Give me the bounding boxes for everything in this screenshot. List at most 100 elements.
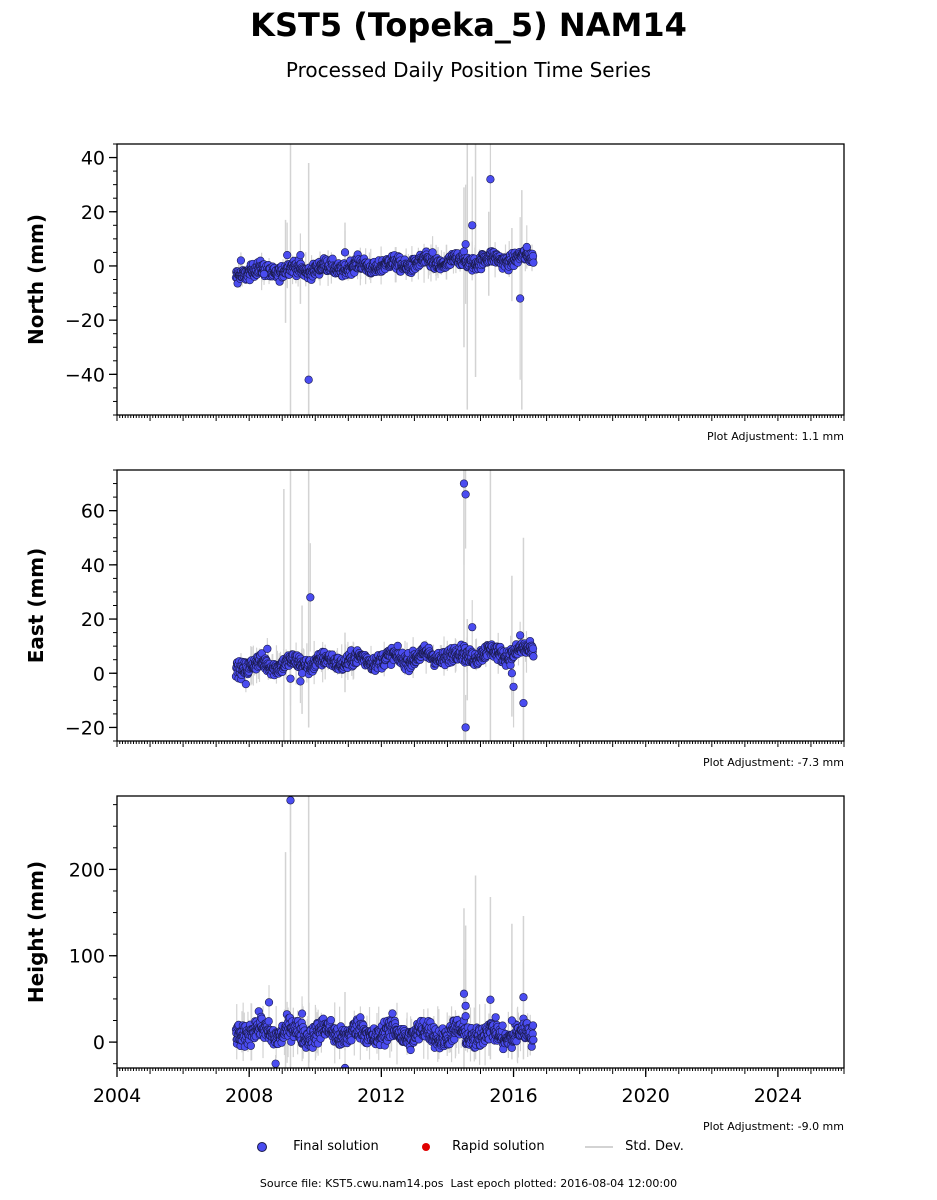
y-tick-label: −40 [65, 364, 105, 386]
data-point [263, 644, 272, 653]
data-point [516, 294, 525, 303]
std-dev-line-icon [585, 1145, 613, 1148]
data-point [459, 989, 469, 998]
panel-frame [116, 469, 845, 742]
y-tick-label: 100 [69, 946, 105, 968]
y-tick-label: 0 [93, 1032, 105, 1054]
plot-adjustment-note: Plot Adjustment: -7.3 mm [703, 756, 844, 769]
data-point [428, 248, 437, 257]
data-point [528, 1021, 538, 1030]
y-tick-label: 200 [69, 859, 105, 881]
panel-plot-area [231, 144, 538, 415]
y-tick-label: 0 [93, 256, 105, 278]
data-point [296, 251, 305, 260]
y-tick-label: 20 [81, 609, 105, 631]
plot-adjustment-note: Plot Adjustment: 1.1 mm [707, 430, 844, 443]
x-tick-label: 2020 [622, 1085, 670, 1107]
x-tick-label: 2008 [225, 1085, 273, 1107]
data-point [461, 1012, 470, 1021]
data-point [507, 1016, 516, 1025]
data-point [498, 1021, 507, 1030]
plot-adjustment-note: Plot Adjustment: -9.0 mm [703, 1120, 844, 1133]
data-point [286, 674, 295, 683]
y-tick-label: 0 [93, 663, 105, 685]
legend: Final solution Rapid solution Std. Dev. [0, 1137, 937, 1157]
data-point [283, 251, 292, 260]
legend-final: Final solution [257, 1137, 379, 1157]
data-point [461, 1001, 470, 1010]
panel-1: −40 −20 0 20 40 North (mm) Plot Adjustment: 1.… [24, 143, 845, 443]
x-tick-label: 2016 [489, 1085, 537, 1107]
data-point [461, 723, 470, 732]
data-point [516, 631, 525, 640]
source-file-name: KST5.cwu.nam14.pos [325, 1177, 444, 1190]
data-point [529, 1035, 538, 1044]
data-point [519, 993, 528, 1002]
data-point [306, 593, 315, 602]
source-file-label: Source file: [259, 1177, 322, 1190]
footer-source: Source file: KST5.cwu.nam14.pos Last epo… [0, 1177, 937, 1190]
data-point [326, 1016, 336, 1025]
data-point [529, 258, 538, 267]
data-point [246, 1041, 255, 1050]
data-point [406, 1045, 415, 1055]
y-tick-label: 40 [81, 148, 105, 170]
x-tick-label: 2024 [754, 1085, 802, 1107]
data-point [393, 641, 402, 650]
data-point [264, 998, 274, 1007]
chart-subtitle: Processed Daily Position Time Series [285, 58, 652, 82]
data-point [468, 623, 477, 632]
panel-frame [116, 143, 845, 416]
x-tick-label: 2012 [357, 1085, 405, 1107]
data-point [304, 375, 313, 384]
legend-std-label: Std. Dev. [625, 1139, 684, 1154]
data-point [461, 240, 470, 249]
data-point [297, 669, 307, 678]
data-point [486, 995, 495, 1004]
panel-plot-area [231, 470, 538, 741]
data-point [491, 1013, 500, 1022]
data-point [388, 1009, 397, 1018]
legend-rapid-label: Rapid solution [452, 1139, 545, 1154]
y-axis-label: North (mm) [24, 214, 48, 345]
rapid-solution-marker-icon [422, 1142, 430, 1151]
data-point [286, 796, 295, 805]
data-point [264, 1017, 273, 1026]
panel-plot-area [231, 796, 538, 1068]
final-solution-marker-icon [257, 1141, 267, 1152]
legend-final-label: Final solution [293, 1139, 379, 1154]
last-epoch-label: Last epoch plotted: [450, 1177, 557, 1190]
data-point [271, 1059, 280, 1068]
last-epoch-value: 2016-08-04 12:00:00 [560, 1177, 678, 1190]
y-tick-label: 40 [81, 555, 105, 577]
y-tick-label: −20 [65, 310, 105, 332]
chart-title: KST5 (Topeka_5) NAM14 [250, 6, 687, 44]
data-point [507, 669, 516, 678]
data-point [297, 1009, 307, 1018]
data-point [241, 679, 250, 689]
data-point [236, 256, 246, 265]
data-point [529, 652, 538, 661]
data-point [519, 698, 528, 708]
data-point [486, 175, 495, 184]
data-point [459, 479, 469, 488]
legend-rapid: Rapid solution [422, 1137, 545, 1157]
data-point [509, 682, 518, 691]
y-axis-label: Height (mm) [24, 861, 48, 1003]
panel-3: 2004 2008 2012 2016 2020 2024 0 100 200 Height (m… [24, 795, 845, 1133]
legend-std: Std. Dev. [585, 1137, 684, 1157]
data-point [522, 242, 531, 252]
y-axis-label: East (mm) [24, 548, 48, 664]
x-tick-label: 2004 [93, 1085, 141, 1107]
data-point [468, 221, 477, 230]
data-point [347, 1036, 356, 1045]
data-point [528, 644, 538, 653]
y-tick-label: −20 [65, 717, 105, 739]
panel-2: −20 0 20 40 60 East (mm) Plot Adjustment: -7.3… [24, 469, 845, 769]
data-point [340, 248, 350, 257]
y-tick-label: 60 [81, 501, 105, 523]
y-tick-label: 20 [81, 202, 105, 224]
data-point [461, 490, 470, 499]
data-point [259, 269, 269, 279]
